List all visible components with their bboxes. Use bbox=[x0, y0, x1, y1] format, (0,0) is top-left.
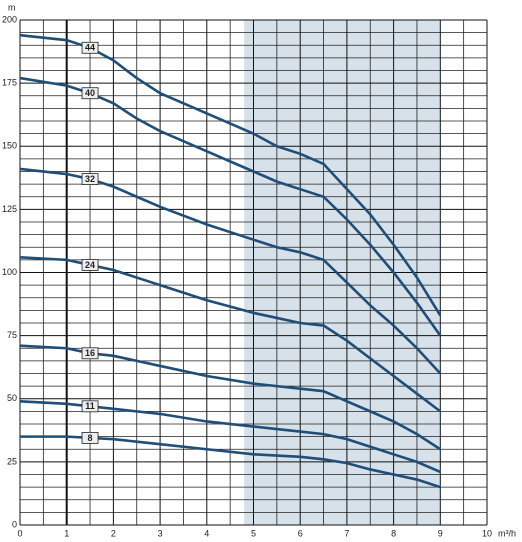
x-tick-label: 2 bbox=[111, 528, 116, 538]
curve-label: 16 bbox=[85, 348, 95, 358]
curve bbox=[19, 76, 442, 337]
curve bbox=[19, 33, 442, 317]
x-tick-label: 8 bbox=[391, 528, 396, 538]
curve-label: 32 bbox=[85, 174, 95, 184]
x-tick-label: 4 bbox=[204, 528, 209, 538]
y-tick-label: 200 bbox=[2, 14, 17, 24]
y-tick-label: 75 bbox=[7, 330, 17, 340]
curve bbox=[20, 435, 441, 489]
curve bbox=[19, 167, 442, 375]
curve-label: 24 bbox=[85, 260, 95, 270]
curve-label-box bbox=[81, 400, 99, 413]
curve bbox=[19, 344, 442, 451]
curve-label-box bbox=[81, 41, 99, 54]
curve bbox=[19, 256, 442, 413]
curve-label: 11 bbox=[85, 401, 95, 411]
curve-label-box bbox=[81, 347, 99, 360]
curve-label: 44 bbox=[85, 43, 95, 53]
curve-label: 40 bbox=[85, 88, 95, 98]
curve-label-box bbox=[81, 173, 99, 185]
x-tick-label: 10 bbox=[482, 528, 492, 538]
x-tick-label: 3 bbox=[158, 528, 163, 538]
y-tick-label: 150 bbox=[2, 141, 17, 151]
y-tick-label: 100 bbox=[2, 267, 17, 277]
x-tick-label: 5 bbox=[251, 528, 256, 538]
y-tick-label: 25 bbox=[7, 456, 17, 466]
x-tick-label: 1 bbox=[64, 528, 69, 538]
curve-label-box bbox=[81, 87, 99, 100]
y-tick-label: 0 bbox=[12, 519, 17, 529]
curve-label: 8 bbox=[88, 433, 93, 443]
curve-label-box bbox=[81, 431, 99, 444]
curve bbox=[19, 399, 441, 474]
x-tick-label: 9 bbox=[438, 528, 443, 538]
curve-label-box bbox=[81, 259, 99, 271]
y-axis-label: m bbox=[8, 2, 16, 12]
x-tick-label: 0 bbox=[17, 528, 22, 538]
x-tick-label: 7 bbox=[344, 528, 349, 538]
x-axis-label: m³/h bbox=[498, 528, 516, 538]
x-tick-label: 6 bbox=[298, 528, 303, 538]
y-tick-label: 50 bbox=[7, 393, 17, 403]
y-tick-label: 125 bbox=[2, 204, 17, 214]
y-tick-label: 175 bbox=[2, 78, 17, 88]
